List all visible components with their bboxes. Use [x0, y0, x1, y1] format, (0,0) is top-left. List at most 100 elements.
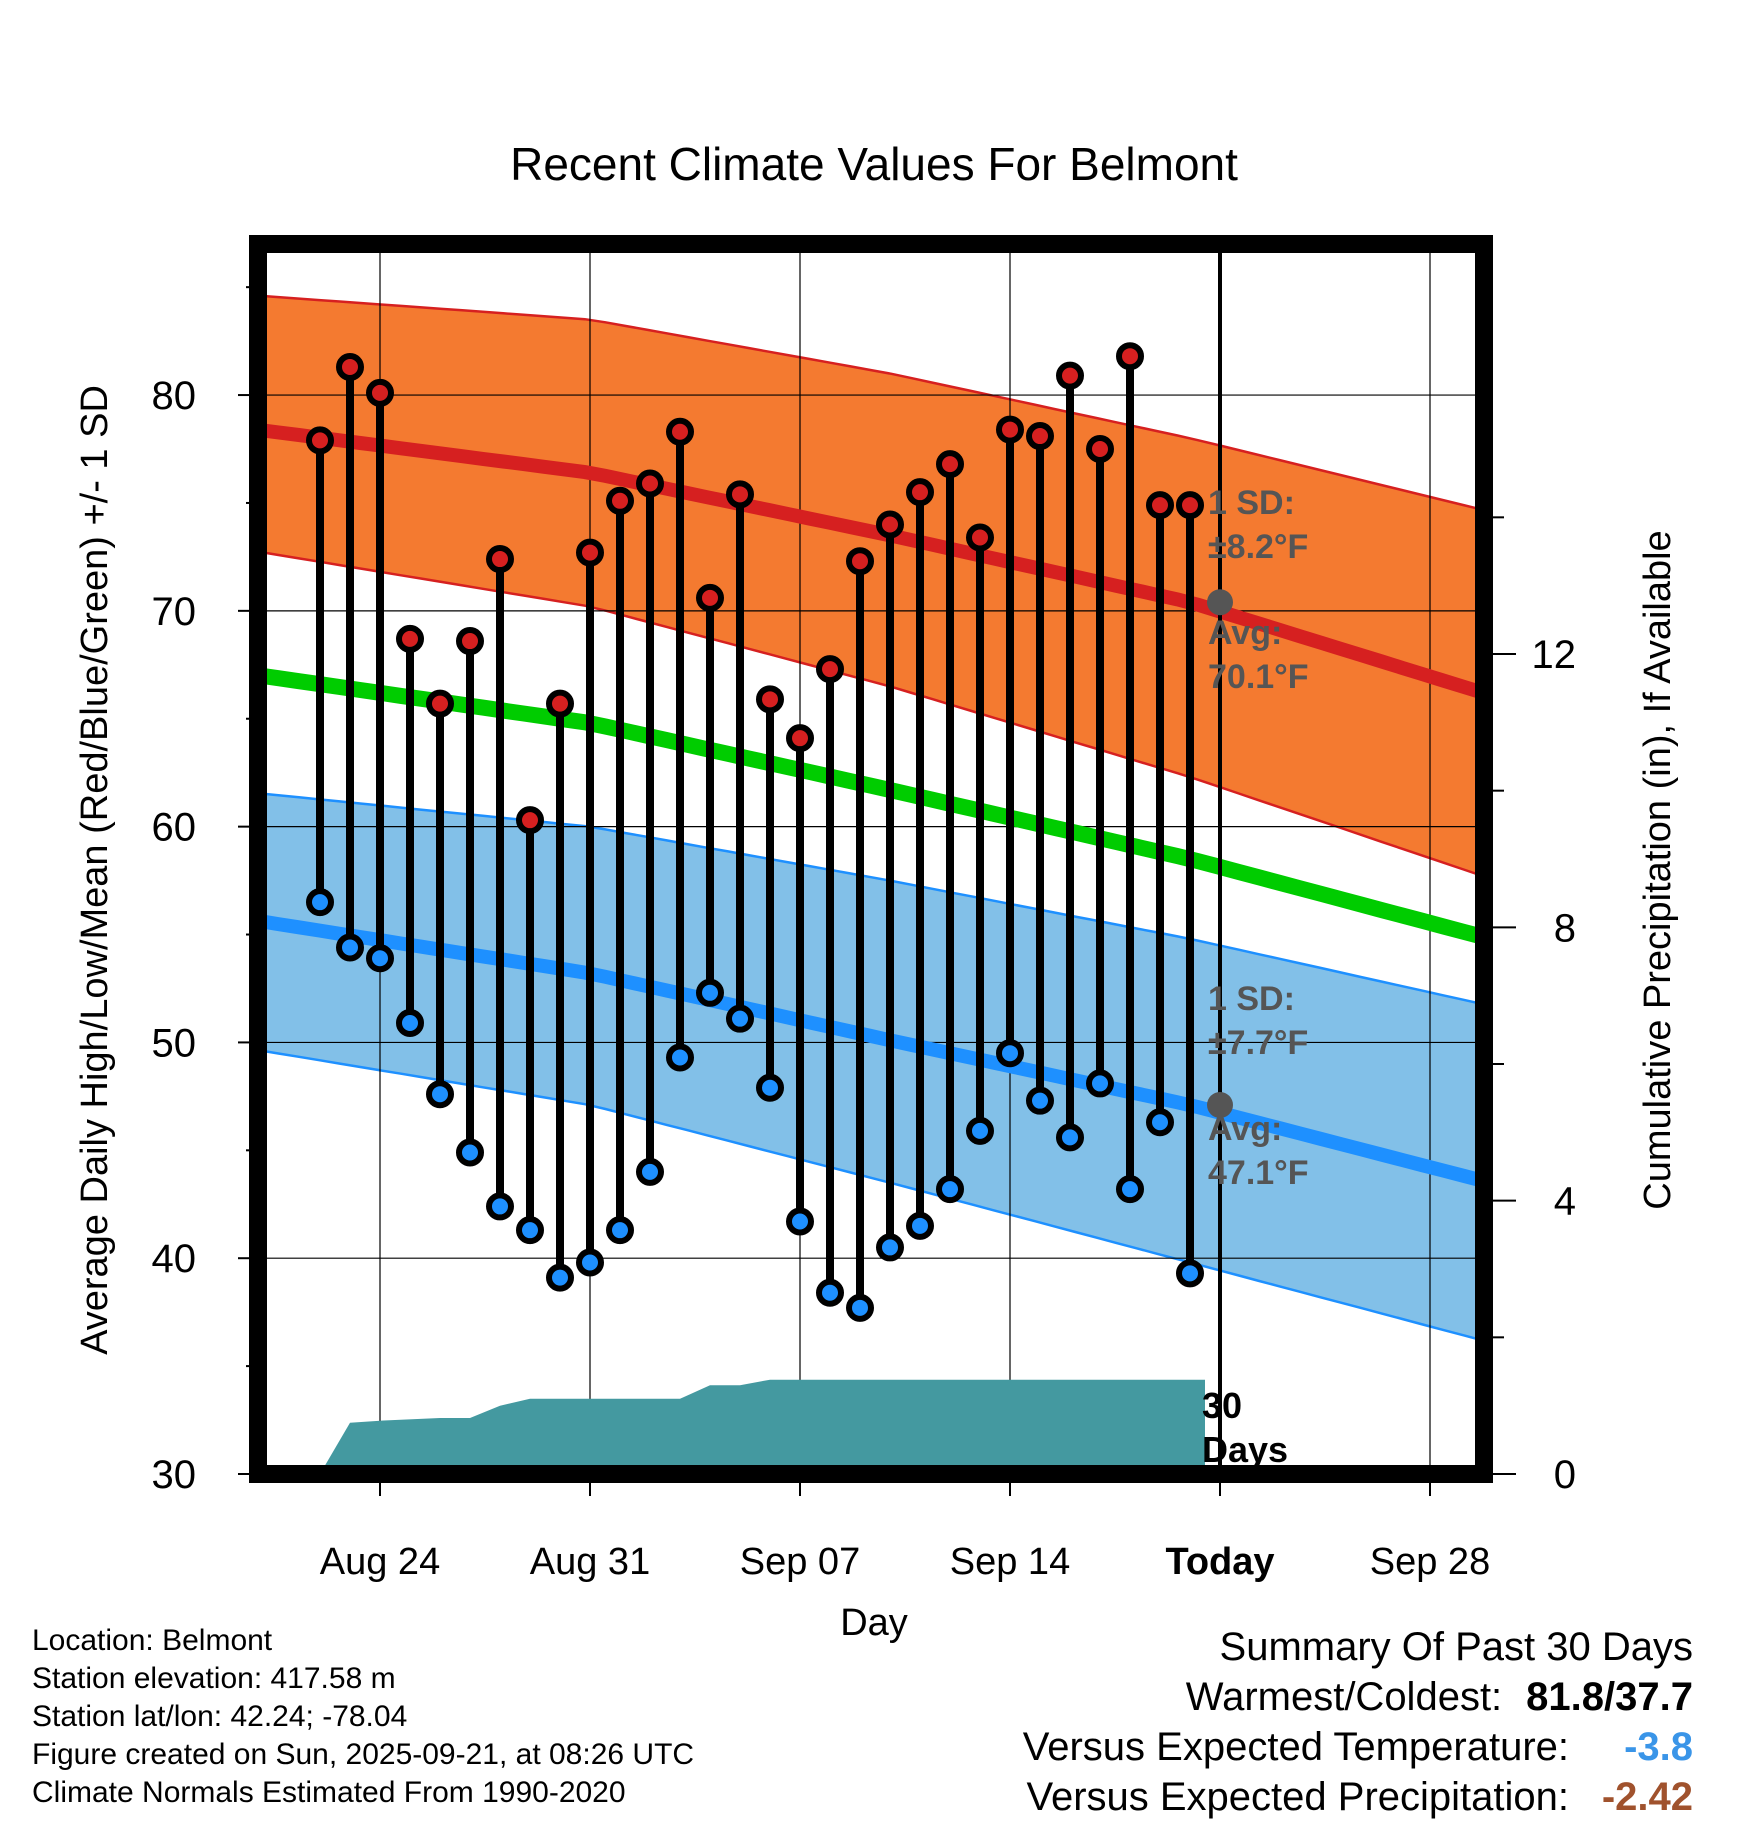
daily-high-point: [1116, 342, 1144, 371]
daily-high-point: [1086, 435, 1114, 463]
daily-low-point: [996, 1039, 1024, 1068]
y-tick-label: 70: [152, 590, 197, 634]
summary-title: Summary Of Past 30 Days: [1219, 1625, 1693, 1669]
high-sd-band-lower-edge: [258, 550, 1484, 878]
daily-low-point: [636, 1157, 664, 1186]
y-tick-label: 30: [152, 1453, 197, 1497]
daily-low-point: [846, 1293, 874, 1322]
chart-title: Recent Climate Values For Belmont: [510, 138, 1238, 190]
low-sd-value: ±7.7°F: [1208, 1024, 1308, 1062]
daily-high-point: [486, 545, 514, 574]
daily-high-point: [936, 450, 964, 479]
daily-high-point: [516, 806, 544, 835]
precip-anomaly-value: -2.42: [1601, 1775, 1693, 1819]
precip-area: [320, 1379, 1205, 1474]
daily-low-point: [546, 1263, 574, 1292]
precip-anomaly-label: Versus Expected Precipitation:: [1026, 1775, 1569, 1819]
temp-anomaly-value: -3.8: [1624, 1725, 1693, 1769]
high-sd-band-upper-edge: [258, 294, 1484, 512]
daily-high-point: [666, 417, 694, 446]
warm-cold-value: 81.8/37.7: [1526, 1675, 1693, 1719]
daily-low-point: [516, 1216, 544, 1245]
plot-frame: [249, 235, 1493, 1483]
y-tick-label: 40: [152, 1237, 197, 1281]
high-avg-value: 70.1°F: [1208, 658, 1309, 696]
daily-high-point: [336, 353, 364, 381]
period-label-number: 30: [1202, 1385, 1242, 1426]
daily-high-point: [996, 415, 1024, 444]
summary-panel: Summary Of Past 30 Days Warmest/Coldest:…: [1023, 1622, 1693, 1822]
daily-high-point: [576, 538, 604, 567]
warm-cold-row: Warmest/Coldest: 81.8/37.7: [1023, 1672, 1693, 1722]
daily-low-point: [966, 1116, 994, 1145]
daily-low-point: [816, 1278, 844, 1307]
high-avg-label: Avg:: [1208, 614, 1282, 652]
daily-low-point: [366, 944, 394, 973]
daily-high-point: [546, 689, 574, 718]
y-tick-label: 80: [152, 374, 197, 418]
daily-high-point: [756, 685, 784, 714]
daily-high-point: [966, 523, 994, 552]
daily-low-point: [726, 1004, 754, 1033]
normal-low-line: [258, 913, 1484, 1188]
daily-low-point: [876, 1233, 904, 1262]
low-avg-value: 47.1°F: [1208, 1154, 1309, 1192]
daily-low-point: [396, 1009, 424, 1037]
low-avg-label: Avg:: [1208, 1110, 1282, 1148]
daily-low-point: [306, 888, 334, 917]
y2-axis-label: Cumulative Precipitation (in), If Availa…: [1637, 530, 1679, 1209]
daily-low-point: [1056, 1123, 1084, 1152]
daily-high-point: [1176, 491, 1204, 520]
daily-high-point: [876, 510, 904, 539]
y2-tick-label: 12: [1532, 633, 1577, 677]
daily-low-point: [456, 1138, 484, 1167]
plot-area: 1 SD: ±8.2°F Avg: 70.1°F 1 SD: ±7.7°F Avg: 47.1…: [152, 235, 1577, 1583]
daily-low-point: [576, 1248, 604, 1277]
station-metadata: Location: Belmont Station elevation: 417…: [32, 1622, 694, 1812]
today-high-avg-marker: [1207, 589, 1233, 616]
x-axis-label: Day: [840, 1602, 908, 1644]
daily-low-point: [426, 1080, 454, 1109]
daily-low-point: [756, 1073, 784, 1102]
daily-low-point: [1116, 1175, 1144, 1204]
low-sd-band-lower-edge: [258, 1048, 1484, 1343]
low-sd-label: 1 SD:: [1208, 980, 1295, 1018]
x-tick-label: Sep 07: [740, 1541, 860, 1583]
warm-cold-label: Warmest/Coldest:: [1185, 1675, 1503, 1719]
y-axis-label: Average Daily High/Low/Mean (Red/Blue/Gr…: [74, 385, 116, 1355]
latlon-text: Station lat/lon: 42.24; -78.04: [32, 1700, 408, 1733]
normals-text: Climate Normals Estimated From 1990-2020: [32, 1776, 626, 1809]
created-text: Figure created on Sun, 2025-09-21, at 08…: [32, 1738, 695, 1771]
precip-anomaly-row: Versus Expected Precipitation: -2.42: [1023, 1772, 1693, 1822]
daily-low-point: [936, 1175, 964, 1204]
daily-low-point: [486, 1192, 514, 1221]
normal-high-line: [258, 422, 1484, 700]
daily-high-point: [906, 478, 934, 507]
daily-low-point: [1086, 1069, 1114, 1098]
x-tick-label: Aug 31: [530, 1541, 650, 1583]
daily-low-point: [786, 1207, 814, 1236]
temp-anomaly-row: Versus Expected Temperature: -3.8: [1023, 1722, 1693, 1772]
daily-high-point: [816, 655, 844, 684]
y2-tick-label: 8: [1554, 906, 1576, 950]
daily-high-point: [606, 486, 634, 515]
high-sd-value: ±8.2°F: [1208, 528, 1308, 566]
daily-high-point: [786, 724, 814, 753]
daily-low-point: [1026, 1086, 1054, 1115]
x-tick-label: Aug 24: [320, 1541, 440, 1583]
x-tick-label: Sep 28: [1370, 1541, 1490, 1583]
location-text: Location: Belmont: [32, 1624, 273, 1657]
daily-high-point: [696, 583, 724, 612]
daily-high-point: [1146, 491, 1174, 520]
daily-high-point: [456, 627, 484, 656]
temp-anomaly-label: Versus Expected Temperature:: [1022, 1725, 1569, 1769]
period-label-text: Days: [1202, 1429, 1288, 1470]
daily-high-point: [726, 480, 754, 509]
low-sd-band-upper-edge: [258, 791, 1484, 1006]
daily-low-point: [696, 978, 724, 1007]
y-tick-label: 50: [152, 1021, 197, 1065]
x-tick-label: Sep 14: [950, 1541, 1070, 1583]
daily-high-point: [1056, 361, 1084, 390]
daily-high-point: [396, 624, 424, 653]
